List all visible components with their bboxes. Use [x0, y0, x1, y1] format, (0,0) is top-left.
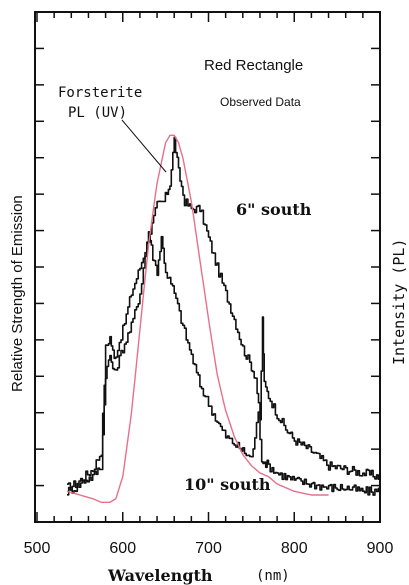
x-tick-label: 600: [109, 540, 136, 557]
series-label-forsterite-sub: PL (UV): [68, 105, 127, 121]
x-tick-label: 500: [24, 540, 51, 557]
chart-title: Red Rectangle: [204, 57, 303, 74]
chart-subtitle: Observed Data: [220, 95, 301, 109]
series-label-forsterite: Forsterite: [58, 85, 142, 101]
x-tick-label: 900: [367, 540, 394, 557]
series-label-10-south: 10" south: [184, 475, 271, 494]
x-axis-unit: (nm): [256, 568, 290, 584]
x-axis-label: Wavelength: [107, 566, 213, 585]
y-axis-label-left: Relative Strength of Emission: [9, 195, 26, 392]
series-label-6-south: 6" south: [236, 200, 312, 219]
series-layer: [66, 134, 381, 503]
series-line-10-south: [67, 231, 381, 496]
y-axis-label-right: Intensity (PL): [390, 239, 408, 365]
series-line-6-south: [67, 136, 381, 491]
x-tick-label: 800: [281, 540, 308, 557]
series-line-forsterite-pl: [66, 134, 329, 503]
forsterite-pointer-line: [121, 119, 167, 173]
tick-marks: [35, 12, 381, 522]
x-tick-label: 700: [195, 540, 222, 557]
x-tick-labels: 500 600 700 800 900: [24, 540, 394, 557]
